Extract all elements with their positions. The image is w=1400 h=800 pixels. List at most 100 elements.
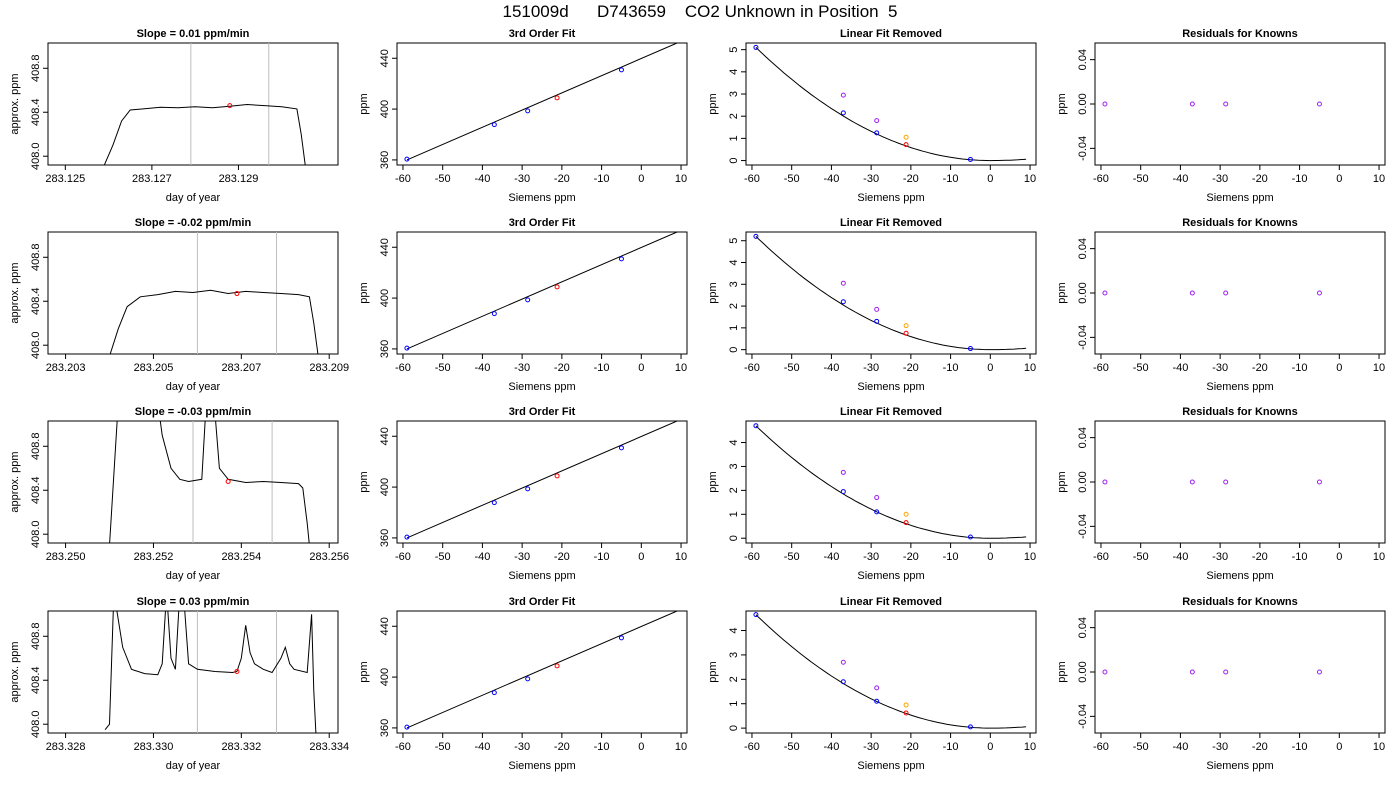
x-tick-label: 283.332 bbox=[221, 741, 261, 753]
x-tick-label: 283.203 bbox=[46, 362, 86, 374]
x-tick-label: -50 bbox=[435, 173, 451, 185]
plot-area bbox=[404, 611, 678, 730]
x-tick-label: -20 bbox=[903, 173, 919, 185]
x-tick-label: -60 bbox=[395, 741, 411, 753]
panel-title: Linear Fit Removed bbox=[840, 596, 942, 608]
x-tick-label: 283.250 bbox=[46, 551, 86, 563]
x-tick-label: -40 bbox=[1172, 362, 1188, 374]
x-tick-label: -60 bbox=[1093, 173, 1109, 185]
plot-frame bbox=[396, 42, 688, 166]
x-tick-label: -30 bbox=[1212, 173, 1228, 185]
y-axis-label: approx. ppm bbox=[9, 641, 21, 702]
known-point bbox=[491, 500, 497, 506]
plot-area bbox=[404, 421, 678, 540]
x-axis-label: day of year bbox=[166, 760, 221, 772]
sample-marker bbox=[227, 103, 233, 109]
y-tick-label: -0.04 bbox=[1077, 136, 1089, 161]
raw-point bbox=[874, 495, 880, 501]
x-tick-label: -50 bbox=[1133, 551, 1149, 563]
plot-frame bbox=[745, 420, 1037, 544]
known-point bbox=[491, 122, 497, 128]
panel-title: Residuals for Knowns bbox=[1182, 596, 1298, 608]
panel-title: 3rd Order Fit bbox=[509, 596, 576, 608]
residual-point bbox=[1316, 479, 1322, 485]
x-tick-label: -50 bbox=[784, 173, 800, 185]
panel-title: Linear Fit Removed bbox=[840, 406, 942, 418]
x-tick-label: -10 bbox=[594, 741, 610, 753]
x-tick-label: 0 bbox=[638, 362, 644, 374]
x-tick-label: -60 bbox=[395, 173, 411, 185]
x-tick-label: -30 bbox=[514, 741, 530, 753]
y-tick-label: 400 bbox=[379, 478, 391, 496]
y-tick-label: 1 bbox=[728, 701, 740, 707]
x-tick-label: -30 bbox=[514, 173, 530, 185]
known-point bbox=[525, 108, 531, 114]
plot-area bbox=[753, 44, 1027, 162]
panel-row4-col1: Slope = 0.03 ppm/min 283.328 283.330 283.33… bbox=[9, 596, 349, 772]
panel-row2-col1: Slope = -0.02 ppm/min 283.203 283.205 283.2… bbox=[9, 217, 349, 393]
raw-point bbox=[840, 659, 846, 665]
x-axis-label: Siemens ppm bbox=[1206, 192, 1273, 204]
x-tick-label: -40 bbox=[474, 741, 490, 753]
panel-row2-col3: Linear Fit Removed-60 -50 -40 -30 -20 -10 0 10S… bbox=[707, 217, 1037, 393]
x-tick-label: 0 bbox=[1336, 362, 1342, 374]
y-tick-label: 408.0 bbox=[30, 520, 42, 548]
y-tick-label: 408.4 bbox=[30, 98, 42, 126]
panel-title: Residuals for Knowns bbox=[1182, 406, 1298, 418]
series-line bbox=[109, 289, 319, 354]
residual-point bbox=[1316, 290, 1322, 296]
x-tick-label: -40 bbox=[1172, 173, 1188, 185]
raw-point bbox=[874, 306, 880, 312]
panel-title: Linear Fit Removed bbox=[840, 217, 942, 229]
plot-frame bbox=[745, 42, 1037, 166]
plot-area bbox=[1102, 101, 1322, 107]
panel-row1-col1: Slope = 0.01 ppm/min 283.125 283.127 283.12… bbox=[9, 28, 339, 204]
plot-frame bbox=[1094, 231, 1386, 355]
y-axis-label: approx. ppm bbox=[9, 451, 21, 512]
panel-row3-col2: 3rd Order Fit -60 -50 -40 -30 -20 -10 0 10 Siemen… bbox=[358, 406, 688, 582]
y-tick-label: 4 bbox=[728, 259, 740, 265]
panel-title: Slope = -0.03 ppm/min bbox=[135, 406, 252, 418]
x-tick-label: 10 bbox=[1024, 173, 1036, 185]
x-tick-label: -60 bbox=[1093, 551, 1109, 563]
sample-marker bbox=[234, 291, 240, 297]
x-tick-label: -10 bbox=[594, 551, 610, 563]
y-tick-label: 408.0 bbox=[30, 142, 42, 170]
x-tick-label: -20 bbox=[554, 362, 570, 374]
x-tick-label: 283.209 bbox=[309, 362, 349, 374]
known-point bbox=[525, 676, 531, 682]
x-tick-label: -50 bbox=[784, 551, 800, 563]
y-tick-label: 3 bbox=[728, 281, 740, 287]
y-tick-label: 4 bbox=[728, 439, 740, 445]
y-tick-label: -0.04 bbox=[1077, 325, 1089, 350]
x-tick-label: -60 bbox=[744, 551, 760, 563]
x-tick-label: -40 bbox=[474, 551, 490, 563]
y-tick-label: 0.00 bbox=[1077, 282, 1089, 303]
y-tick-label: 0.00 bbox=[1077, 661, 1089, 682]
unknown-point bbox=[903, 710, 909, 716]
raw-point bbox=[840, 469, 846, 475]
y-tick-label: 440 bbox=[379, 427, 391, 445]
known-point bbox=[404, 724, 410, 730]
x-tick-label: -50 bbox=[784, 362, 800, 374]
x-tick-label: -10 bbox=[943, 173, 959, 185]
plot-frame bbox=[396, 420, 688, 544]
panel-row4-col4: Residuals for Knowns -60 -50 -40 -30 -20 -10 0 1… bbox=[1056, 596, 1386, 772]
plot-frame bbox=[1094, 42, 1386, 166]
residual-point bbox=[1189, 290, 1195, 296]
y-tick-label: 408.8 bbox=[30, 244, 42, 272]
y-axis-label: ppm bbox=[707, 93, 719, 114]
residual-point bbox=[1189, 669, 1195, 675]
unknown-raw-point bbox=[903, 702, 909, 708]
plot-frame bbox=[396, 231, 688, 355]
x-tick-label: -20 bbox=[1252, 741, 1268, 753]
y-tick-label: -0.04 bbox=[1077, 704, 1089, 729]
x-tick-label: -50 bbox=[1133, 362, 1149, 374]
known-point bbox=[618, 635, 624, 641]
x-tick-label: -60 bbox=[1093, 741, 1109, 753]
residual-point bbox=[1316, 669, 1322, 675]
unknown-point bbox=[903, 520, 909, 526]
x-tick-label: -30 bbox=[514, 362, 530, 374]
x-tick-label: -40 bbox=[823, 551, 839, 563]
x-tick-label: -50 bbox=[1133, 741, 1149, 753]
